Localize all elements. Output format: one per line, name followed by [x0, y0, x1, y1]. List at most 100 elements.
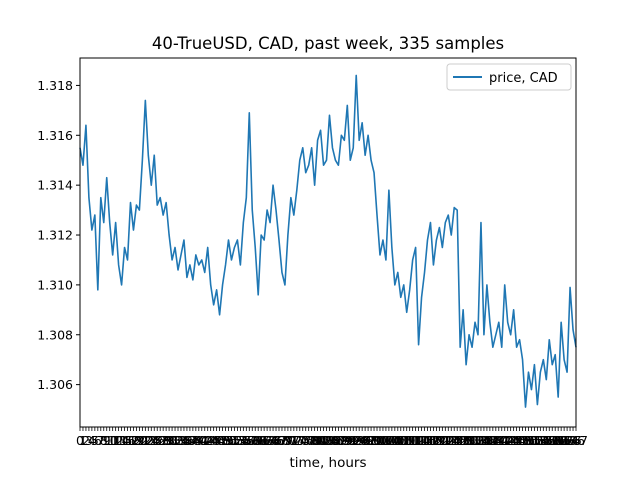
- x-tick-label: 16: [120, 433, 136, 448]
- x-tick-label: 67: [271, 433, 287, 448]
- x-tick-label: 69: [277, 433, 293, 448]
- x-tick-label: 141: [487, 433, 511, 448]
- x-tick-label: 65: [265, 433, 281, 448]
- x-tick-label: 143: [493, 433, 517, 448]
- x-tick-label: 118: [419, 433, 443, 448]
- x-tick-label: 12: [108, 433, 124, 448]
- x-tick-label: 2: [82, 433, 90, 448]
- x-tick-label: 149: [511, 433, 535, 448]
- price-series-line: [79, 74, 577, 408]
- x-tick-label: 109: [392, 433, 416, 448]
- x-tick-label: 84: [322, 433, 338, 448]
- x-tick-label: 22: [137, 433, 153, 448]
- x-tick-label: 90: [339, 433, 355, 448]
- x-axis-label: time, hours: [289, 455, 366, 471]
- x-tick-label: 98: [363, 433, 379, 448]
- x-tick-label: 6: [94, 433, 102, 448]
- x-tick-label: 37: [182, 433, 198, 448]
- x-tick-label: 30: [161, 433, 177, 448]
- chart-title: 40-TrueUSD, CAD, past week, 335 samples: [152, 34, 504, 53]
- x-tick-label: 49: [218, 433, 234, 448]
- x-tick-label: 70: [280, 433, 296, 448]
- x-tick-label: 87: [330, 433, 346, 448]
- x-tick-label: 160: [543, 433, 567, 448]
- x-tick-label: 34: [173, 433, 189, 448]
- x-tick-label: 9: [103, 433, 111, 448]
- x-tick-label: 41: [194, 433, 210, 448]
- x-tick-label: 63: [259, 433, 275, 448]
- x-tick-label: 46: [209, 433, 225, 448]
- x-tick-label: 95: [354, 433, 370, 448]
- plot-frame: [79, 57, 577, 428]
- x-tick-label: 162: [549, 433, 573, 448]
- x-tick-label: 117: [416, 433, 440, 448]
- x-tick-label: 17: [123, 433, 139, 448]
- x-tick-label: 26: [149, 433, 165, 448]
- x-tick-label: 140: [484, 433, 508, 448]
- x-tick-label: 20: [131, 433, 147, 448]
- x-tick-label: 93: [348, 433, 364, 448]
- x-tick-label: 155: [528, 433, 552, 448]
- x-tick-label: 45: [206, 433, 222, 448]
- x-tick-label: 153: [522, 433, 546, 448]
- y-tick-label: 1.306: [37, 377, 73, 392]
- x-tick-label: 164: [555, 433, 579, 448]
- x-tick-label: 86: [327, 433, 343, 448]
- x-tick-label: 28: [155, 433, 171, 448]
- x-tick-label: 57: [241, 433, 257, 448]
- x-tick-label: 119: [422, 433, 446, 448]
- x-tick-label: 107: [386, 433, 410, 448]
- x-tick-label: 56: [238, 433, 254, 448]
- x-tick-label: 78: [304, 433, 320, 448]
- x-tick-label: 135: [469, 433, 493, 448]
- x-tick-label: 10: [102, 433, 118, 448]
- x-tick-label: 136: [472, 433, 496, 448]
- x-tick-label: 91: [342, 433, 358, 448]
- x-tick-label: 71: [283, 433, 299, 448]
- x-tick-label: 40: [191, 433, 207, 448]
- x-tick-label: 79: [307, 433, 323, 448]
- x-tick-label: 13: [111, 433, 127, 448]
- x-tick-label: 14: [114, 433, 130, 448]
- x-tick-label: 157: [534, 433, 558, 448]
- x-tick-label: 23: [140, 433, 156, 448]
- x-tick-label: 48: [215, 433, 231, 448]
- x-tick-label: 89: [336, 433, 352, 448]
- x-tick-label: 147: [505, 433, 529, 448]
- x-tick-label: 61: [253, 433, 269, 448]
- x-tick-label: 31: [164, 433, 180, 448]
- x-tick-label: 167: [564, 433, 588, 448]
- y-tick-label: 1.310: [37, 277, 73, 292]
- x-tick-label: 58: [244, 433, 260, 448]
- x-tick-label: 59: [247, 433, 263, 448]
- x-tick-label: 97: [360, 433, 376, 448]
- x-tick-label: 76: [298, 433, 314, 448]
- x-tick-label: 64: [262, 433, 278, 448]
- x-tick-label: 51: [224, 433, 240, 448]
- x-tick-label: 27: [152, 433, 168, 448]
- x-tick-label: 123: [433, 433, 457, 448]
- y-tick-label: 1.316: [37, 128, 73, 143]
- x-tick-label: 145: [499, 433, 523, 448]
- x-tick-label: 106: [383, 433, 407, 448]
- x-tick-label: 146: [502, 433, 526, 448]
- x-tick-label: 121: [427, 433, 451, 448]
- y-tick-label: 1.314: [37, 178, 73, 193]
- x-tick-label: 100: [365, 433, 389, 448]
- x-tick-label: 47: [212, 433, 228, 448]
- x-tick-label: 55: [235, 433, 251, 448]
- x-tick-label: 126: [442, 433, 466, 448]
- x-tick-label: 108: [389, 433, 413, 448]
- x-tick-label: 127: [445, 433, 469, 448]
- x-tick-label: 82: [316, 433, 332, 448]
- x-tick-label: 142: [490, 433, 514, 448]
- x-tick-label: 150: [514, 433, 538, 448]
- x-tick-label: 105: [380, 433, 404, 448]
- x-tick-label: 39: [188, 433, 204, 448]
- x-tick-label: 66: [268, 433, 284, 448]
- x-tick-label: 122: [430, 433, 454, 448]
- x-tick-label: 166: [561, 433, 585, 448]
- x-tick-label: 154: [525, 433, 549, 448]
- x-tick-label: 3: [85, 433, 93, 448]
- x-tick-label: 0: [76, 433, 84, 448]
